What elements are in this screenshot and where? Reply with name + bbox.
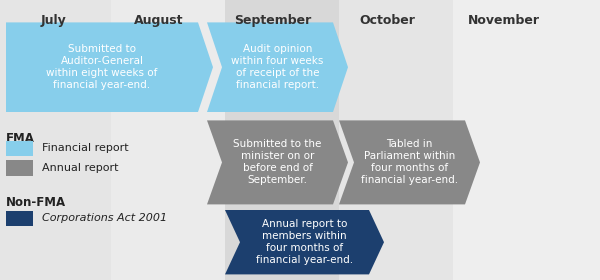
Text: Tabled in
Parliament within
four months of
financial year-end.: Tabled in Parliament within four months … <box>361 139 458 185</box>
Bar <box>225 0 339 280</box>
Polygon shape <box>225 210 384 274</box>
Text: Submitted to
Auditor-General
within eight weeks of
financial year-end.: Submitted to Auditor-General within eigh… <box>46 44 158 90</box>
Bar <box>0 0 111 280</box>
Text: Audit opinion
within four weeks
of receipt of the
financial report.: Audit opinion within four weeks of recei… <box>232 44 323 90</box>
Polygon shape <box>207 22 348 112</box>
Bar <box>6 141 33 156</box>
Bar <box>111 0 225 280</box>
Text: August: August <box>134 14 184 27</box>
Bar <box>453 0 600 280</box>
Polygon shape <box>339 120 480 204</box>
Text: FMA: FMA <box>6 132 35 144</box>
Text: Corporations Act 2001: Corporations Act 2001 <box>42 213 167 223</box>
Text: November: November <box>468 14 540 27</box>
Polygon shape <box>207 120 348 204</box>
Bar <box>339 0 453 280</box>
Text: Annual report to
members within
four months of
financial year-end.: Annual report to members within four mon… <box>256 219 353 265</box>
Bar <box>6 211 33 226</box>
Text: September: September <box>235 14 311 27</box>
Text: Annual report: Annual report <box>42 163 119 173</box>
Text: Submitted to the
minister on or
before end of
September.: Submitted to the minister on or before e… <box>233 139 322 185</box>
Text: Financial report: Financial report <box>42 143 128 153</box>
Text: Non-FMA: Non-FMA <box>6 196 66 209</box>
Bar <box>6 160 33 176</box>
Text: July: July <box>41 14 67 27</box>
Text: October: October <box>359 14 415 27</box>
Polygon shape <box>6 22 213 112</box>
